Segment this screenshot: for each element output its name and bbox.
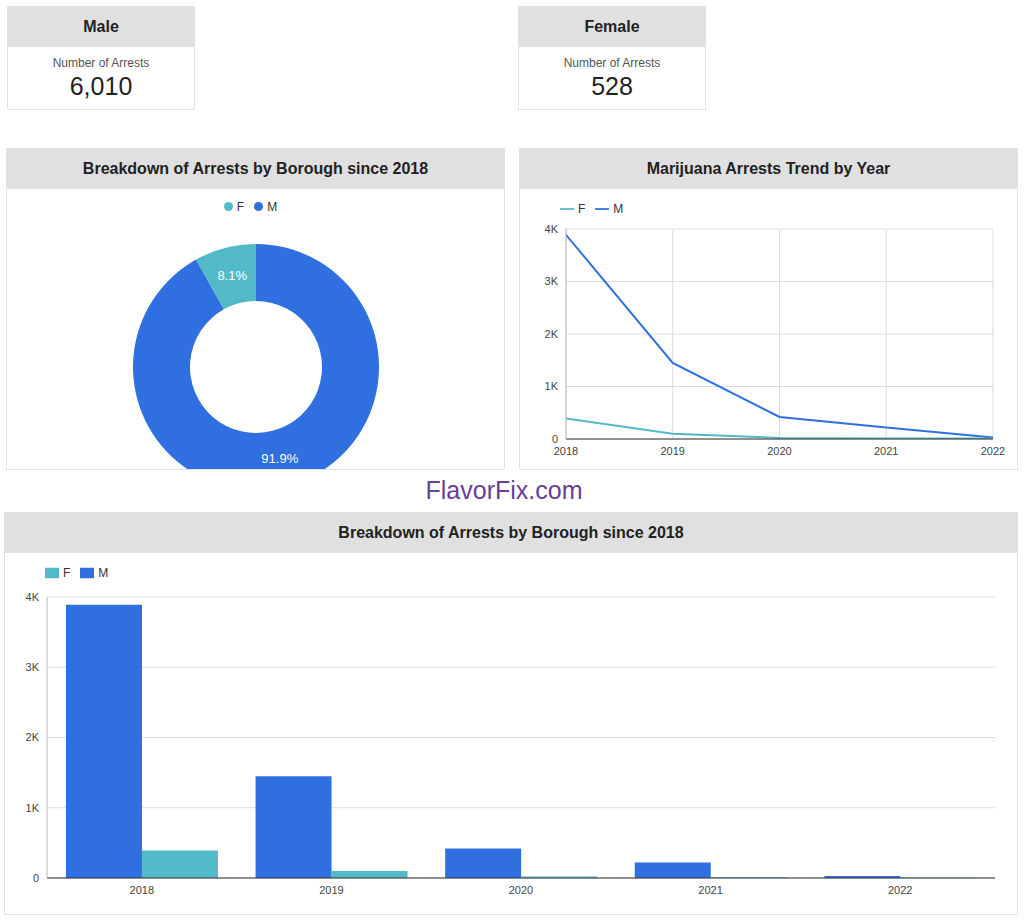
html-text:Breakdown of Arrests by Boroug: Breakdown of Arrests by Borough since 20…: [82, 160, 429, 177]
html-text:F: F: [236, 200, 245, 214]
svg-text:2K: 2K: [545, 328, 559, 340]
svg-text:2020: 2020: [509, 884, 533, 896]
svg-text:0: 0: [33, 872, 39, 884]
html-text:Male: Male: [83, 18, 119, 35]
svg-text:3K: 3K: [26, 661, 40, 673]
svg-text:4K: 4K: [545, 223, 559, 235]
svg-text:2018: 2018: [554, 445, 578, 457]
svg-text:2020: 2020: [767, 445, 791, 457]
svg-text:8.1%: 8.1%: [217, 268, 247, 283]
svg-text:3K: 3K: [545, 275, 559, 287]
svg-text:2022: 2022: [888, 884, 912, 896]
svg-text:2018: 2018: [130, 884, 154, 896]
html-text:FlavorFix.com: FlavorFix.com: [425, 476, 583, 504]
svg-text:2K: 2K: [26, 731, 40, 743]
html-text:F: F: [578, 202, 586, 216]
html-text:Number of Arrests: Number of Arrests: [563, 56, 661, 70]
svg-text:1K: 1K: [545, 380, 559, 392]
html-text:Breakdown of Arrests by Boroug: Breakdown of Arrests by Borough since 20…: [338, 524, 684, 541]
html-text:Number of Arrests: Number of Arrests: [52, 56, 150, 70]
html-text:M: M: [267, 200, 278, 214]
svg-text:2021: 2021: [698, 884, 722, 896]
html-text:F: F: [63, 566, 71, 580]
svg-text:91.9%: 91.9%: [261, 451, 298, 466]
html-text:M: M: [613, 202, 624, 216]
html-text:528: 528: [591, 72, 633, 100]
html-text:M: M: [98, 566, 109, 580]
svg-text:2021: 2021: [874, 445, 898, 457]
svg-text:1K: 1K: [26, 802, 40, 814]
html-text:Female: Female: [584, 18, 640, 35]
svg-text:4K: 4K: [26, 591, 40, 603]
html-text:Marijuana Arrests Trend by Yea: Marijuana Arrests Trend by Year: [646, 160, 891, 177]
svg-text:0: 0: [552, 433, 558, 445]
svg-text:2019: 2019: [319, 884, 343, 896]
html-text:6,010: 6,010: [69, 72, 133, 100]
svg-text:2019: 2019: [661, 445, 685, 457]
svg-text:2022: 2022: [981, 445, 1005, 457]
